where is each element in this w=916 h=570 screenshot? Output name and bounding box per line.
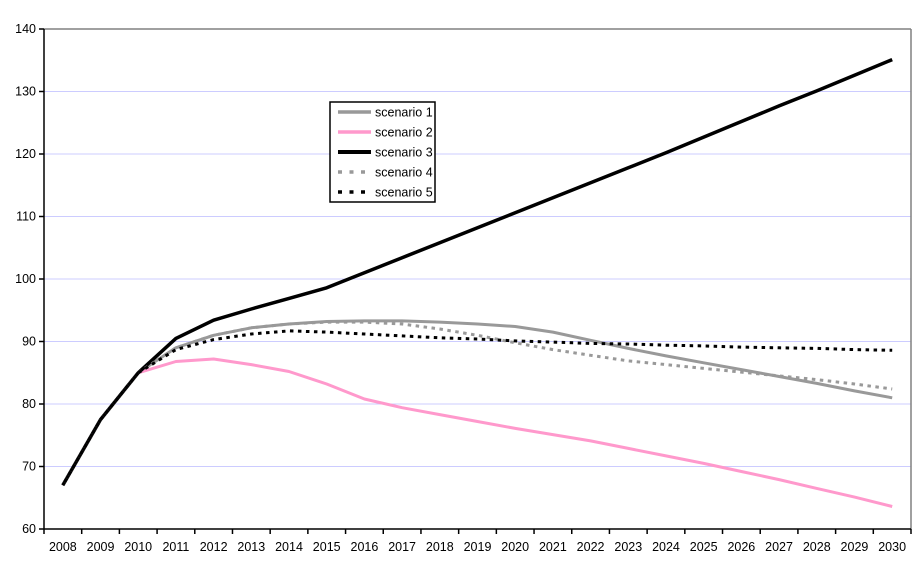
legend-entry-label: scenario 3 — [375, 146, 433, 160]
x-axis-tick-label: 2023 — [614, 540, 642, 554]
legend-entry-label: scenario 1 — [375, 106, 433, 120]
series-line-scenario-3 — [61, 57, 893, 487]
x-axis-tick-label: 2026 — [727, 540, 755, 554]
x-axis-tick-label: 2019 — [464, 540, 492, 554]
x-axis-tick-label: 2013 — [237, 540, 265, 554]
x-axis-tick-label: 2018 — [426, 540, 454, 554]
y-axis-tick-label: 90 — [22, 335, 36, 349]
y-axis-tick-label: 140 — [15, 22, 36, 36]
y-axis-tick-label: 80 — [22, 397, 36, 411]
x-axis-tick-label: 2009 — [87, 540, 115, 554]
series-line-scenario-1 — [61, 319, 893, 487]
x-axis-tick-label: 2010 — [124, 540, 152, 554]
series-line-scenario-2 — [61, 357, 893, 508]
x-axis-tick-label: 2027 — [765, 540, 793, 554]
x-axis-tick-label: 2025 — [690, 540, 718, 554]
x-axis-tick-label: 2017 — [388, 540, 416, 554]
y-axis-tick-label: 110 — [16, 210, 36, 224]
x-axis-tick-label: 2012 — [200, 540, 228, 554]
x-axis-tick-label: 2020 — [501, 540, 529, 554]
x-axis-tick-label: 2011 — [162, 540, 189, 554]
legend-entry-label: scenario 5 — [375, 186, 433, 200]
x-axis-tick-label: 2022 — [577, 540, 605, 554]
y-axis-tick-label: 130 — [15, 85, 36, 99]
x-axis-tick-label: 2029 — [841, 540, 869, 554]
x-axis-tick-label: 2024 — [652, 540, 680, 554]
series-line-scenario-5 — [61, 329, 893, 487]
x-axis-tick-label: 2028 — [803, 540, 831, 554]
legend-entry-label: scenario 4 — [375, 166, 433, 180]
y-axis-tick-label: 60 — [22, 522, 36, 536]
x-axis-tick-label: 2015 — [313, 540, 341, 554]
x-axis-tick-label: 2021 — [539, 540, 567, 554]
x-axis-tick-label: 2008 — [49, 540, 77, 554]
x-axis-tick-label: 2016 — [351, 540, 379, 554]
x-axis-tick-label: 2014 — [275, 540, 303, 554]
y-axis-tick-label: 100 — [15, 272, 36, 286]
legend-entry-label: scenario 2 — [375, 126, 433, 140]
x-axis-tick-label: 2030 — [878, 540, 906, 554]
y-axis-tick-label: 70 — [22, 460, 36, 474]
y-axis-tick-label: 120 — [15, 147, 36, 161]
